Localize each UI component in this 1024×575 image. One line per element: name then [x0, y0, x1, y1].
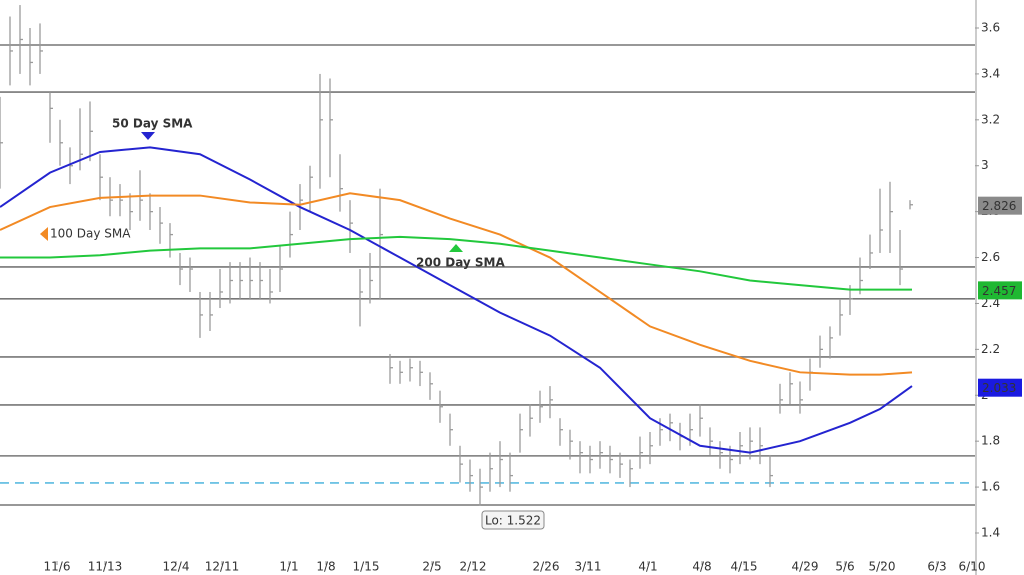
x-tick-label: 12/11: [205, 560, 240, 574]
legend-marker: [141, 132, 155, 140]
x-tick-label: 3/11: [575, 560, 602, 574]
sma-line: [0, 192, 913, 376]
x-tick-label: 11/13: [88, 560, 123, 574]
legend-label: 50 Day SMA: [112, 117, 193, 131]
y-tick-label: 3: [981, 158, 989, 172]
x-tick-label: 6/3: [927, 560, 946, 574]
low-label: Lo: 1.522: [485, 514, 541, 528]
x-tick-label: 2/12: [460, 560, 487, 574]
x-tick-label: 1/1: [279, 560, 298, 574]
y-tick-label: 2.4: [981, 296, 1000, 310]
x-tick-label: 11/6: [44, 560, 71, 574]
sma-line: [0, 146, 913, 454]
x-tick-label: 4/1: [638, 560, 657, 574]
y-tick-label: 3.4: [981, 66, 1000, 80]
price-tag: [978, 281, 1022, 300]
x-tick-label: 4/29: [792, 560, 819, 574]
x-tick-label: 5/6: [835, 560, 854, 574]
price-tag-label: 2.033: [982, 381, 1016, 395]
legend-label: 100 Day SMA: [50, 227, 131, 241]
x-tick-label: 1/8: [316, 560, 335, 574]
legend-marker: [449, 244, 463, 252]
legend-label: 200 Day SMA: [416, 256, 506, 270]
y-tick-label: 1.8: [981, 434, 1000, 448]
price-tag-label: 2.457: [982, 284, 1016, 298]
sma-line: [0, 235, 912, 291]
x-tick-label: 4/8: [692, 560, 711, 574]
x-tick-label: 4/15: [731, 560, 758, 574]
y-tick-label: 2.6: [981, 250, 1000, 264]
y-tick-label: 1.6: [981, 480, 1000, 494]
y-tick-label: 3.6: [981, 21, 1000, 35]
x-tick-label: 2/5: [422, 560, 441, 574]
low-label-box: [481, 510, 545, 530]
x-tick-label: 12/4: [163, 560, 190, 574]
price-tag: [978, 196, 1022, 215]
y-tick-label: 1.4: [981, 525, 1000, 539]
x-tick-label: 1/15: [353, 560, 380, 574]
y-tick-label: 3.2: [981, 112, 1000, 126]
x-tick-label: 6/10: [959, 560, 986, 574]
x-tick-label: 5/20: [869, 560, 896, 574]
price-tag: [978, 378, 1022, 397]
y-tick-label: 2.2: [981, 342, 1000, 356]
price-tag-label: 2.826: [982, 199, 1016, 213]
x-tick-label: 2/26: [533, 560, 560, 574]
legend-marker: [40, 227, 48, 241]
